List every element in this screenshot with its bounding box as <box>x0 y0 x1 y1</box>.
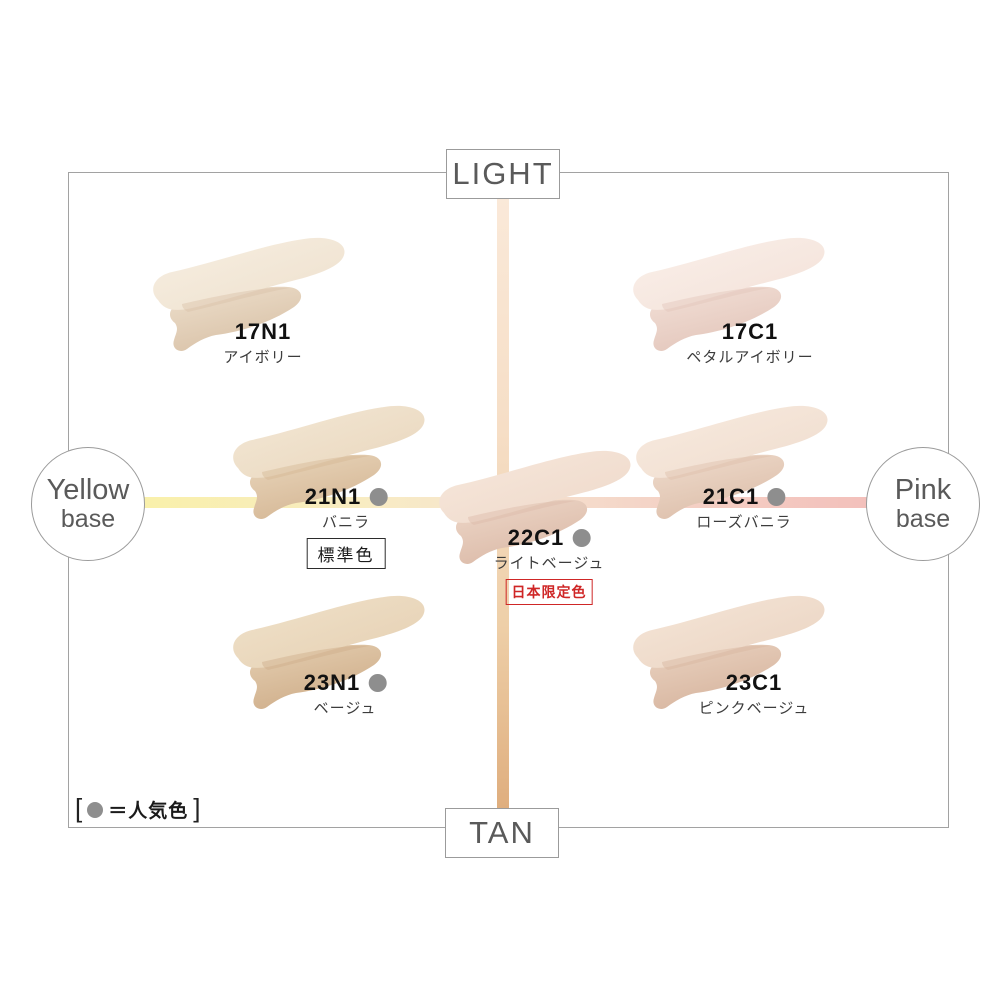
legend-close-bracket: ] <box>193 792 201 823</box>
axis-label-light: LIGHT <box>446 149 560 199</box>
popular-color-legend: [ ＝人気色 ] <box>75 792 201 823</box>
legend-text: ＝人気色 <box>108 801 189 822</box>
axis-label-pink-base: Pink base <box>866 447 980 561</box>
light-tan-axis-line <box>497 197 509 808</box>
yellow-base-line1: Yellow <box>46 473 130 506</box>
axis-label-tan-text: TAN <box>469 815 535 850</box>
yellow-base-line2: base <box>60 505 116 534</box>
pink-base-line1: Pink <box>894 473 952 506</box>
pink-base-line2: base <box>895 505 951 534</box>
axis-label-tan: TAN <box>445 808 559 858</box>
axis-label-yellow-base: Yellow base <box>31 447 145 561</box>
axis-label-light-text: LIGHT <box>452 156 554 191</box>
popular-dot-icon <box>87 801 104 818</box>
legend-open-bracket: [ <box>75 792 83 823</box>
